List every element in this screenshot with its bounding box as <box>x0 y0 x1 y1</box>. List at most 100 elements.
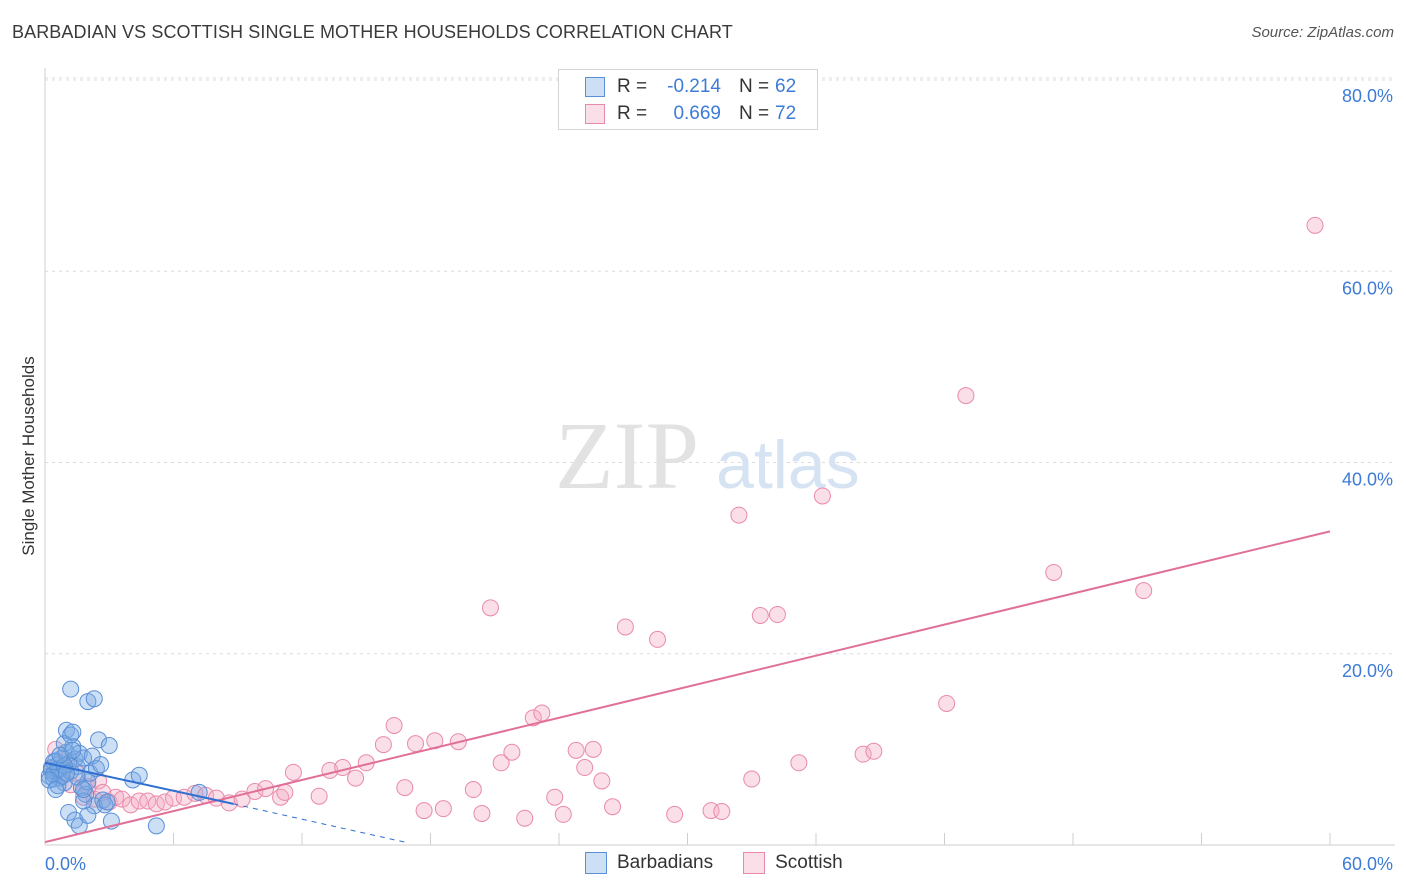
barbadian-point <box>90 731 108 749</box>
scottish-point <box>1135 582 1153 600</box>
barbadian-point <box>147 817 165 835</box>
scottish-point <box>533 704 551 722</box>
scottish-point <box>434 800 452 818</box>
scottish-point <box>1306 216 1324 234</box>
x-tick-label: 60.0% <box>1342 854 1393 874</box>
scottish-point <box>347 769 365 787</box>
legend-r-label: R = <box>617 76 648 97</box>
scottish-point <box>156 793 174 811</box>
scottish-point <box>374 736 392 754</box>
legend-label-scottish: Scottish <box>775 852 843 873</box>
scottish-point <box>713 803 731 821</box>
scottish-point <box>751 607 769 624</box>
scottish-point <box>576 759 594 777</box>
legend-swatch-blue <box>585 852 607 874</box>
y-tick-label: 20.0% <box>1342 661 1393 681</box>
scottish-point <box>396 779 414 797</box>
barbadian-point <box>47 781 65 799</box>
axes <box>44 68 1395 846</box>
scottish-point <box>385 716 403 734</box>
legend-n-value: 62 <box>775 76 797 97</box>
scottish-point <box>554 805 572 823</box>
x-tick-label: 0.0% <box>45 854 86 874</box>
legend-n-label: N = <box>739 103 770 124</box>
scottish-trend-line <box>44 530 1331 844</box>
legend-n-label: N = <box>739 76 770 97</box>
scottish-point <box>938 694 956 712</box>
scottish-point <box>147 795 165 813</box>
scottish-point <box>649 630 667 648</box>
legend-item-barbadians[interactable]: Barbadians <box>585 852 713 874</box>
barbadian-point <box>98 793 116 811</box>
barbadian-point <box>51 746 69 764</box>
chart-title: BARBADIAN VS SCOTTISH SINGLE MOTHER HOUS… <box>12 22 733 42</box>
barbadian-point <box>92 756 110 774</box>
watermark-atlas: atlas <box>716 427 860 503</box>
scottish-point <box>584 740 602 758</box>
trend-lines <box>44 530 1331 844</box>
scottish-point <box>743 770 761 788</box>
barbadian-point <box>62 680 80 698</box>
scottish-point <box>616 618 634 636</box>
barbadian-point <box>96 796 114 814</box>
scottish-point <box>1045 563 1063 581</box>
legend-n-value: 72 <box>775 103 797 124</box>
legend-item-scottish[interactable]: Scottish <box>743 852 843 874</box>
scottish-point <box>790 754 808 772</box>
scottish-point <box>473 804 491 822</box>
legend-swatch-pink <box>743 852 766 874</box>
grid-lines <box>45 77 1395 655</box>
scottish-point <box>130 792 148 810</box>
scottish-point <box>604 798 622 816</box>
barbadian-point <box>40 771 58 789</box>
scottish-point <box>524 709 542 727</box>
legend-r-value: -0.214 <box>667 76 721 97</box>
barbadian-trend-line <box>44 761 234 805</box>
source-label: Source: ZipAtlas.com <box>1251 24 1394 41</box>
barbadian-point <box>85 690 103 708</box>
scottish-point <box>593 772 611 790</box>
barbadian-point <box>75 781 93 799</box>
barbadian-point <box>64 723 82 741</box>
scottish-point <box>481 599 499 617</box>
y-tick-label: 80.0% <box>1342 86 1393 106</box>
scottish-point <box>516 809 534 827</box>
scottish-point <box>730 506 748 524</box>
scottish-point <box>567 741 585 759</box>
scottish-point <box>334 759 352 777</box>
barbadian-point <box>79 806 97 824</box>
scottish-point <box>957 387 975 405</box>
legend-r-value: 0.669 <box>673 103 721 124</box>
legend-swatch-pink <box>585 104 605 124</box>
series-legend: Barbadians Scottish <box>585 852 873 874</box>
scottish-point <box>503 743 521 761</box>
scottish-point <box>464 781 482 799</box>
barbadian-points <box>40 680 208 835</box>
scottish-point <box>546 788 564 806</box>
scottish-point <box>415 802 433 820</box>
barbadian-point <box>55 735 73 753</box>
legend-label-barbadians: Barbadians <box>617 852 714 873</box>
legend-r-label: R = <box>617 103 648 124</box>
watermark-zip: ZIP <box>555 402 699 509</box>
scottish-point <box>276 783 294 801</box>
y-axis-label: Single Mother Households <box>19 356 38 555</box>
scottish-point <box>666 805 684 823</box>
scottish-point <box>768 606 786 624</box>
barbadian-point <box>130 766 148 784</box>
scottish-point <box>865 742 883 760</box>
scottish-point <box>407 735 425 753</box>
barbadian-point <box>100 737 118 755</box>
legend-swatch-blue <box>585 77 605 97</box>
stats-legend: R = -0.214 N = 62 R = 0.669 N = 72 <box>558 69 818 130</box>
scottish-point <box>854 745 872 763</box>
y-tick-label: 40.0% <box>1342 470 1393 490</box>
barbadian-trend-extension <box>233 803 410 844</box>
tick-labels: 20.0% 40.0% 60.0% 80.0% 0.0% 60.0% <box>45 86 1393 874</box>
scottish-point <box>284 763 302 781</box>
legend-row-barbadians: R = -0.214 N = 62 <box>585 74 796 100</box>
scottish-points <box>42 216 1324 827</box>
legend-row-scottish: R = 0.669 N = 72 <box>585 101 796 127</box>
scottish-point <box>492 754 510 772</box>
